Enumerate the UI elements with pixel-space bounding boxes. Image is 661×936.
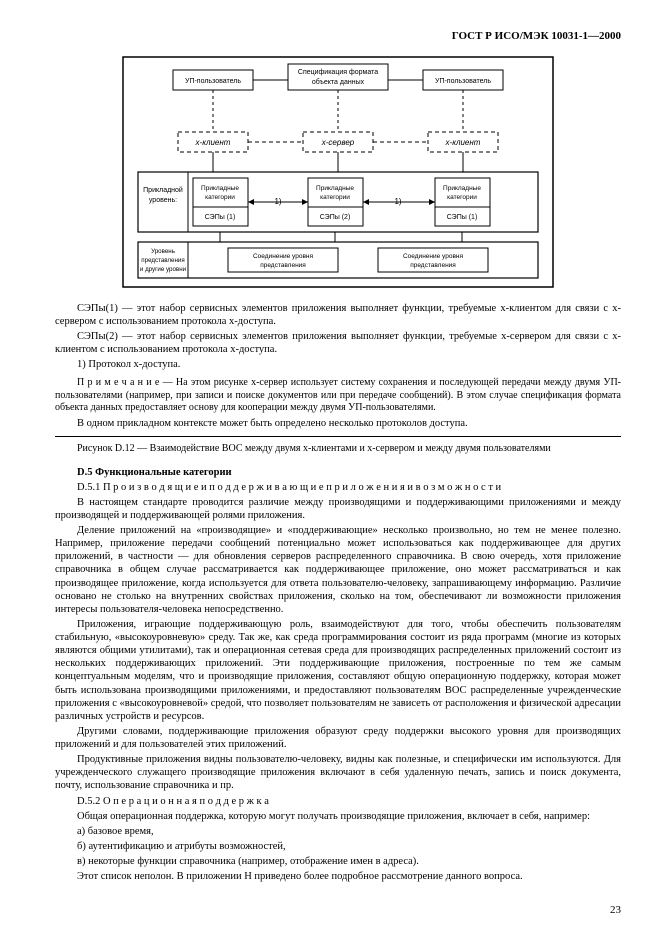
sep3: СЭПы (1) xyxy=(447,214,478,221)
page-number: 23 xyxy=(610,904,621,918)
lb: б) аутентификацию и атрибуты возможносте… xyxy=(55,840,621,853)
svg-text:и другие уровни: и другие уровни xyxy=(140,266,187,273)
divider xyxy=(55,436,621,437)
svg-text:представления: представления xyxy=(410,262,456,269)
figure-caption: Рисунок D.12 — Взаимодействие ВОС между … xyxy=(55,443,621,456)
spec-l1: Спецификация формата xyxy=(298,69,378,76)
prik: Прикладной xyxy=(143,186,183,194)
svg-text:Уровень: Уровень xyxy=(151,248,175,255)
svg-text:представления: представления xyxy=(260,262,306,269)
p3: 1) Протокол x-доступа. xyxy=(55,358,621,371)
xk2: x-клиент xyxy=(445,138,481,147)
p10: Общая операционная поддержка, которую мо… xyxy=(55,810,621,823)
up2: УП-пользователь xyxy=(435,78,491,85)
p2: СЭПы(2) — этот набор сервисных элементов… xyxy=(55,330,621,356)
svg-text:уровень:: уровень: xyxy=(149,197,177,204)
p8: Другими словами, поддерживающие приложен… xyxy=(55,725,621,751)
svg-text:Прикладные: Прикладные xyxy=(316,185,354,192)
diagram-d12: Спецификация формата объекта данных УП-п… xyxy=(118,52,558,292)
d52: D.5.2 О п е р а ц и о н н а я п о д д е … xyxy=(55,795,621,808)
svg-text:категории: категории xyxy=(447,194,477,201)
p9: Продуктивные приложения видны пользовате… xyxy=(55,753,621,792)
svg-text:категории: категории xyxy=(320,194,350,201)
xs: x-сервер xyxy=(321,138,355,147)
spec-l2: объекта данных xyxy=(312,78,365,86)
p6: Деление приложений на «производящие» и «… xyxy=(55,524,621,616)
lc: в) некоторые функции справочника (наприм… xyxy=(55,855,621,868)
page-header: ГОСТ Р ИСО/МЭК 10031-1—2000 xyxy=(55,30,621,44)
svg-text:Прикладные: Прикладные xyxy=(443,185,481,192)
up1: УП-пользователь xyxy=(185,78,241,85)
svg-text:Соединение уровня: Соединение уровня xyxy=(403,253,464,260)
note: П р и м е ч а н и е — На этом рисунке x-… xyxy=(55,377,621,415)
p1: СЭПы(1) — этот набор сервисных элементов… xyxy=(55,302,621,328)
p7: Приложения, играющие поддерживающую роль… xyxy=(55,618,621,723)
svg-text:Соединение уровня: Соединение уровня xyxy=(253,253,314,260)
la: а) базовое время, xyxy=(55,825,621,838)
p4: В одном прикладном контексте может быть … xyxy=(55,417,621,430)
svg-text:категории: категории xyxy=(205,194,235,201)
p5: В настоящем стандарте проводится различи… xyxy=(55,496,621,522)
d51: D.5.1 П р о и з в о д я щ и е и п о д д … xyxy=(55,481,621,494)
svg-text:Прикладные: Прикладные xyxy=(201,185,239,192)
svg-text:представления: представления xyxy=(141,257,184,264)
heading-d5: D.5 Функциональные категории xyxy=(55,466,621,479)
p11: Этот список неполон. В приложении Н прив… xyxy=(55,870,621,883)
xk1: x-клиент xyxy=(195,138,231,147)
sep1: СЭПы (1) xyxy=(205,214,236,221)
sep2: СЭПы (2) xyxy=(320,214,351,221)
